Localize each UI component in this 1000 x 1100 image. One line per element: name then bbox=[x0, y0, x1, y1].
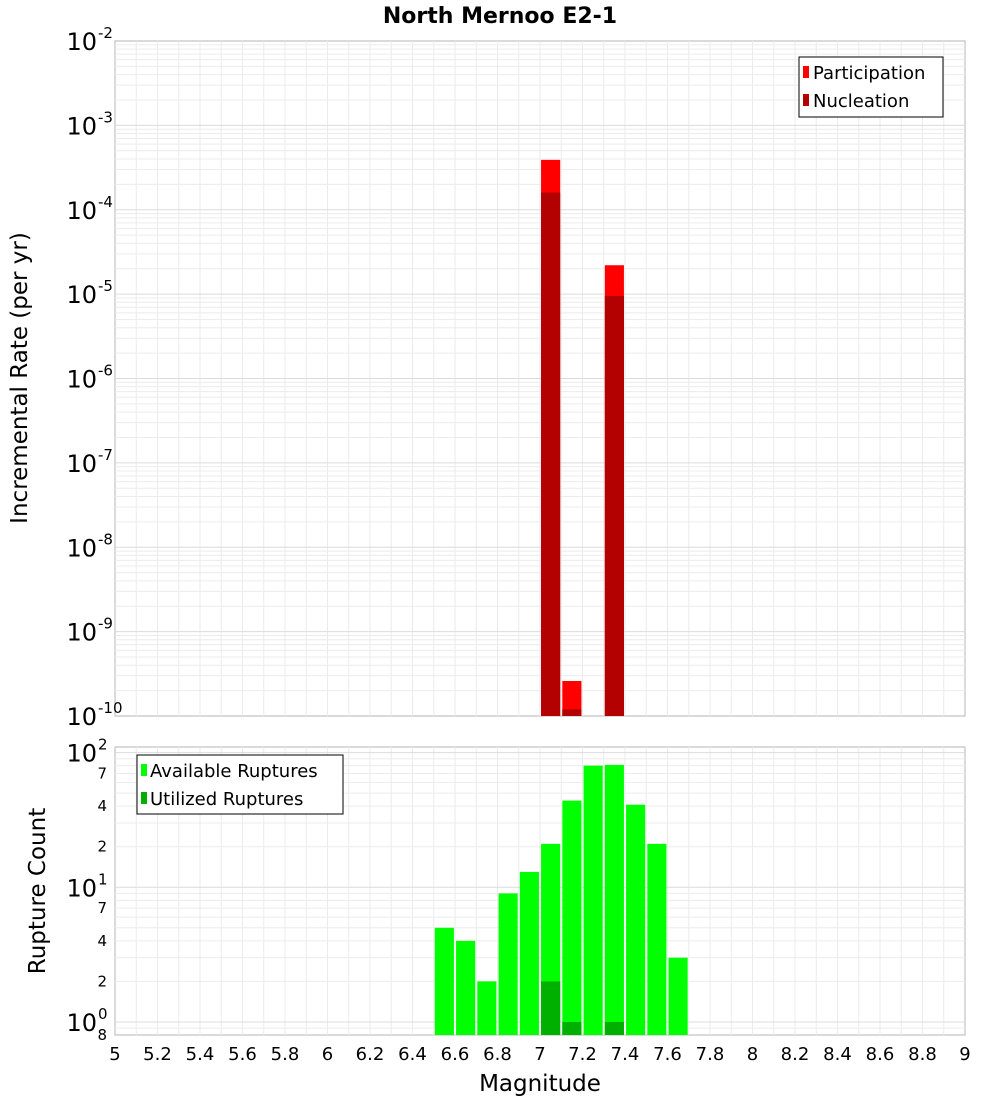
x-tick-label: 7.8 bbox=[696, 1044, 725, 1065]
y-tick-label-exponent: -5 bbox=[98, 277, 113, 295]
y-tick-label-base: 10 bbox=[66, 1009, 97, 1037]
y-tick-label-base: 10 bbox=[66, 534, 97, 562]
y-minor-tick-label: 7 bbox=[97, 764, 107, 782]
bar-available-ruptures bbox=[519, 871, 539, 1035]
rate-legend-box bbox=[798, 56, 944, 118]
bar-utilized-ruptures bbox=[562, 1021, 582, 1035]
legend-swatch-utilized-ruptures bbox=[141, 792, 147, 804]
legend-label-participation: Participation bbox=[813, 63, 925, 84]
bar-available-ruptures bbox=[668, 957, 688, 1035]
x-tick-label: 5 bbox=[109, 1044, 120, 1065]
x-tick-label: 6 bbox=[322, 1044, 333, 1065]
count-bars bbox=[434, 764, 688, 1035]
rate-gridlines bbox=[115, 41, 965, 716]
y-tick-label-exponent: -7 bbox=[98, 446, 113, 464]
bar-available-ruptures bbox=[434, 927, 454, 1035]
bar-available-ruptures bbox=[583, 765, 603, 1035]
x-tick-label: 7.2 bbox=[568, 1044, 597, 1065]
y-tick-label-base: 10 bbox=[66, 874, 97, 902]
x-tick-label: 7.4 bbox=[611, 1044, 640, 1065]
x-axis-label: Magnitude bbox=[479, 1071, 601, 1097]
legend-swatch-nucleation bbox=[803, 94, 809, 106]
legend-label-utilized-ruptures: Utilized Ruptures bbox=[150, 789, 303, 810]
y-tick-label-exponent: 1 bbox=[98, 870, 108, 888]
y-tick-label-base: 10 bbox=[66, 366, 97, 394]
x-tick-label: 5.8 bbox=[271, 1044, 300, 1065]
y-tick-label-base: 10 bbox=[66, 281, 97, 309]
y-tick-label-exponent: -6 bbox=[98, 362, 113, 380]
y-minor-tick-label: 8 bbox=[97, 1026, 107, 1044]
y-tick-label-exponent: -4 bbox=[98, 193, 113, 211]
bar-available-ruptures bbox=[477, 981, 497, 1035]
y-tick-label-base: 10 bbox=[66, 703, 97, 731]
y-minor-tick-label: 4 bbox=[97, 797, 107, 815]
x-tick-label: 6.6 bbox=[441, 1044, 470, 1065]
bar-available-ruptures bbox=[456, 940, 476, 1035]
x-axis-ticks: 5 5.2 5.4 5.6 5.8 6 6.2 6.4 6.6 6.8 7 7.2 7.4 7.6 7.8 8… bbox=[109, 1044, 970, 1065]
bar-available-ruptures bbox=[647, 843, 667, 1035]
x-tick-label: 5.4 bbox=[186, 1044, 215, 1065]
bar-nucleation bbox=[562, 709, 582, 716]
y-tick-label-base: 10 bbox=[66, 740, 97, 768]
legend-swatch-available-ruptures bbox=[141, 764, 147, 776]
bar-available-ruptures bbox=[626, 804, 646, 1035]
rate-y-axis-label: Incremental Rate (per yr) bbox=[7, 232, 33, 524]
x-tick-label: 5.6 bbox=[228, 1044, 257, 1065]
y-minor-tick-label: 7 bbox=[97, 899, 107, 917]
y-tick-label-base: 10 bbox=[66, 619, 97, 647]
count-legend-box bbox=[136, 754, 344, 815]
bar-utilized-ruptures bbox=[604, 1021, 624, 1035]
x-tick-label: 9 bbox=[959, 1044, 970, 1065]
x-tick-label: 8.2 bbox=[781, 1044, 810, 1065]
y-tick-label-base: 10 bbox=[66, 112, 97, 140]
y-tick-label-exponent: -10 bbox=[98, 699, 123, 717]
x-tick-label: 7 bbox=[534, 1044, 545, 1065]
y-tick-label-exponent: 0 bbox=[98, 1005, 108, 1023]
x-tick-label: 6.2 bbox=[356, 1044, 385, 1065]
y-tick-label-base: 10 bbox=[66, 197, 97, 225]
x-tick-label: 8.8 bbox=[908, 1044, 937, 1065]
bar-utilized-ruptures bbox=[541, 981, 561, 1035]
y-tick-label-base: 10 bbox=[66, 450, 97, 478]
count-legend: Available Ruptures Utilized Ruptures bbox=[136, 754, 344, 815]
x-tick-label: 7.6 bbox=[653, 1044, 682, 1065]
legend-label-nucleation: Nucleation bbox=[813, 91, 909, 112]
bar-participation bbox=[562, 680, 582, 716]
bar-nucleation bbox=[541, 192, 561, 717]
bar-available-ruptures bbox=[498, 893, 518, 1035]
y-minor-tick-label: 4 bbox=[97, 932, 107, 950]
y-tick-label-exponent: -8 bbox=[98, 530, 113, 548]
count-y-axis-label: Rupture Count bbox=[25, 808, 51, 974]
x-tick-label: 6.4 bbox=[398, 1044, 427, 1065]
y-tick-label-base: 10 bbox=[66, 28, 97, 56]
y-minor-tick-label: 2 bbox=[97, 838, 107, 856]
chart-title: North Mernoo E2-1 bbox=[383, 4, 617, 29]
y-tick-label-exponent: -9 bbox=[98, 615, 113, 633]
rate-bars bbox=[541, 159, 624, 717]
x-tick-label: 8.6 bbox=[866, 1044, 895, 1065]
legend-swatch-participation bbox=[803, 66, 809, 78]
y-tick-label-exponent: -2 bbox=[98, 24, 113, 42]
x-tick-label: 5.2 bbox=[143, 1044, 172, 1065]
y-minor-tick-label: 2 bbox=[97, 972, 107, 990]
y-tick-label-exponent: 2 bbox=[98, 736, 108, 754]
bar-nucleation bbox=[604, 296, 624, 716]
bar-available-ruptures bbox=[562, 800, 582, 1035]
x-tick-label: 8.4 bbox=[823, 1044, 852, 1065]
legend-label-available-ruptures: Available Ruptures bbox=[150, 761, 318, 782]
y-tick-label-exponent: -3 bbox=[98, 108, 113, 126]
bar-available-ruptures bbox=[604, 764, 624, 1035]
rate-legend: Participation Nucleation bbox=[798, 56, 944, 118]
x-tick-label: 6.8 bbox=[483, 1044, 512, 1065]
x-tick-label: 8 bbox=[747, 1044, 758, 1065]
